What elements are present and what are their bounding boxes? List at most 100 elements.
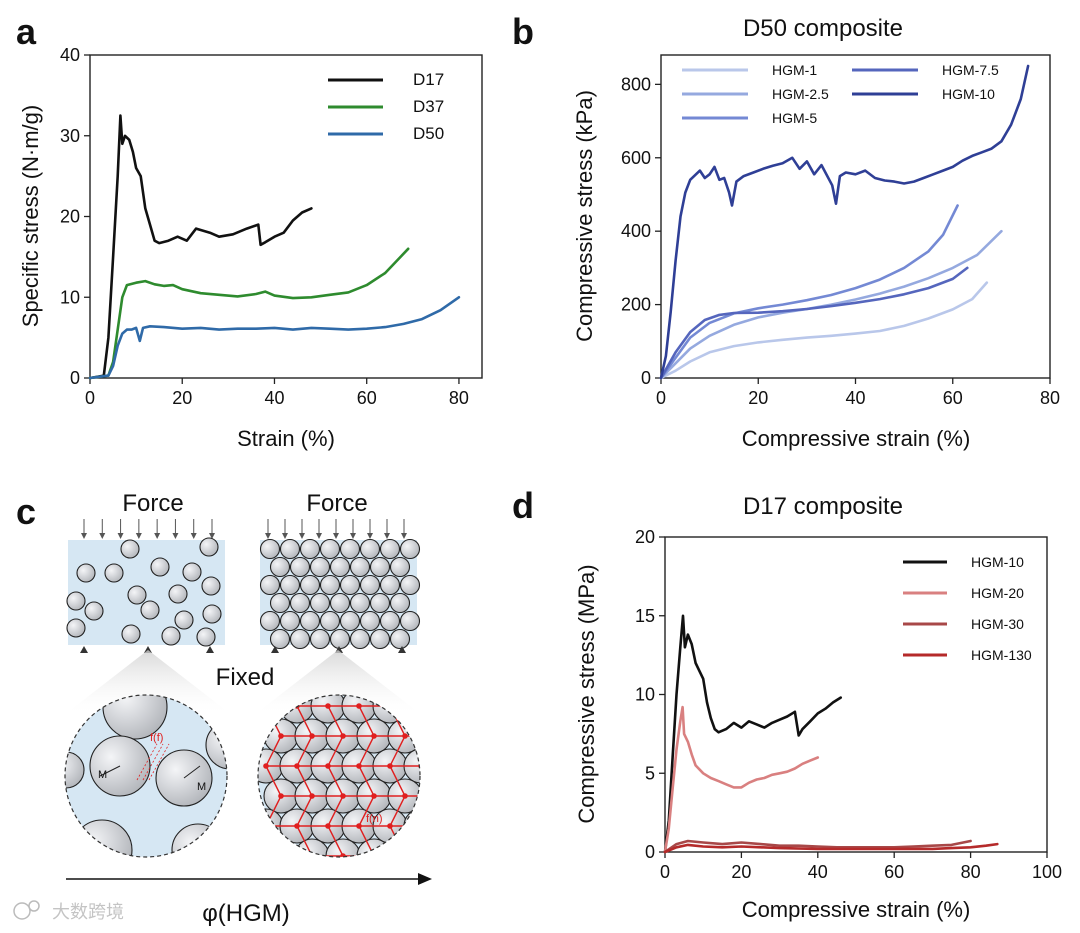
hgm-sphere [121,624,141,644]
y-axis-title-a: Specific stress (N·m/g) [18,105,43,327]
force-arrowhead [81,533,87,539]
legend-label-d: HGM-20 [971,585,1024,601]
legend-label-b: HGM-10 [942,86,995,102]
hgm-sphere [379,538,401,560]
force-arrowhead [367,533,373,539]
hgm-sphere [269,556,291,578]
contact-network-line [389,765,406,797]
y-tick-label-a: 10 [60,287,80,307]
hgm-sphere [202,604,222,624]
contact-node [371,793,377,799]
hgm-sphere [199,537,219,557]
hgm-sphere [339,574,361,596]
hgm-sphere [182,562,202,582]
y-tick-label-b: 600 [621,148,651,168]
hgm-sphere [418,838,420,857]
watermark-text: 大数跨境 [52,902,124,923]
contact-network-line [265,765,282,797]
series-line-d-hgm-10 [663,614,842,854]
series-line-b-hgm-1 [659,281,989,380]
y-tick-label-d: 5 [645,763,655,783]
x-tick-label-a: 60 [357,388,377,408]
hgm-sphere [359,538,381,560]
fixed-support-mark [80,646,88,653]
hgm-sphere [329,628,351,650]
moment-arrow-left [99,765,121,777]
y-tick-label-d: 15 [635,606,655,626]
force-arrowhead [154,533,161,539]
hgm-fraction-label: φ(HGM) [202,900,290,927]
contact-node [433,793,439,799]
series-line-a-d17 [88,114,313,380]
contact-node [278,793,284,799]
contact-node [418,703,420,709]
hgm-sphere [66,591,86,611]
contact-network-line [265,735,282,767]
hgm-sphere [369,592,391,614]
contact-network-line [358,795,375,827]
y-tick-label-d: 10 [635,685,655,705]
hgm-sphere [168,584,188,604]
hgm-sphere [104,563,124,583]
spheres-high-fraction [259,538,421,650]
schematic-c: Force Force Fixed M M f(f) f(n) φ(HGM) [64,490,439,927]
series-line-b-hgm-7-5 [659,266,969,380]
hgm-sphere [418,718,420,754]
plot-frame-b [660,54,1051,379]
hgm-sphere [299,610,321,632]
contact-node [263,823,269,829]
hgm-sphere [309,628,331,650]
contact-network-line [327,735,344,767]
hgm-sphere [399,610,421,632]
contact-node [340,793,346,799]
contact-network-line [421,796,436,826]
contact-node [294,763,300,769]
hgm-sphere [65,751,85,789]
fixed-support-mark [206,646,214,653]
hgm-sphere [201,576,221,596]
force-arrowhead [316,533,322,539]
hgm-sphere [389,556,411,578]
contact-node [371,733,377,739]
x-tick-label-d: 0 [660,862,670,882]
contact-node [263,763,269,769]
contact-network-line [327,765,344,797]
contact-network-line [358,705,375,737]
hgm-sphere [309,592,331,614]
x-tick-label-b: 80 [1040,388,1060,408]
x-tick-label-a: 20 [172,388,192,408]
x-tick-label-a: 0 [85,388,95,408]
chart-title-d: D17 composite [743,493,903,520]
hgm-sphere [269,592,291,614]
series-line-a-d50 [88,296,461,380]
force-arrows-left [81,519,215,539]
legend-label-b: HGM-2.5 [772,86,829,102]
hgm-sphere [269,628,291,650]
contact-node [433,853,439,859]
hgm-sphere [71,819,133,857]
hgm-sphere [387,838,420,857]
hgm-sphere [279,574,301,596]
hgm-sphere [196,627,216,647]
hgm-sphere [329,556,351,578]
label-fn: f(n) [366,813,383,825]
contact-node [325,763,331,769]
contact-node [387,763,393,769]
force-arrowhead [265,533,271,539]
hgm-sphere [399,574,421,596]
legend-label-b: HGM-1 [772,62,817,78]
x-axis-title-a: Strain (%) [237,426,335,451]
legend-label-d: HGM-130 [971,647,1032,663]
hgm-sphere [319,574,341,596]
hgm-sphere [150,557,170,577]
label-m2: M [197,781,206,793]
hgm-sphere [379,610,401,632]
legend-label-b: HGM-7.5 [942,62,999,78]
hgm-sphere [389,592,411,614]
series-line-b-hgm-5 [659,204,959,380]
hgm-sphere [349,556,371,578]
contact-network-line [296,735,313,767]
